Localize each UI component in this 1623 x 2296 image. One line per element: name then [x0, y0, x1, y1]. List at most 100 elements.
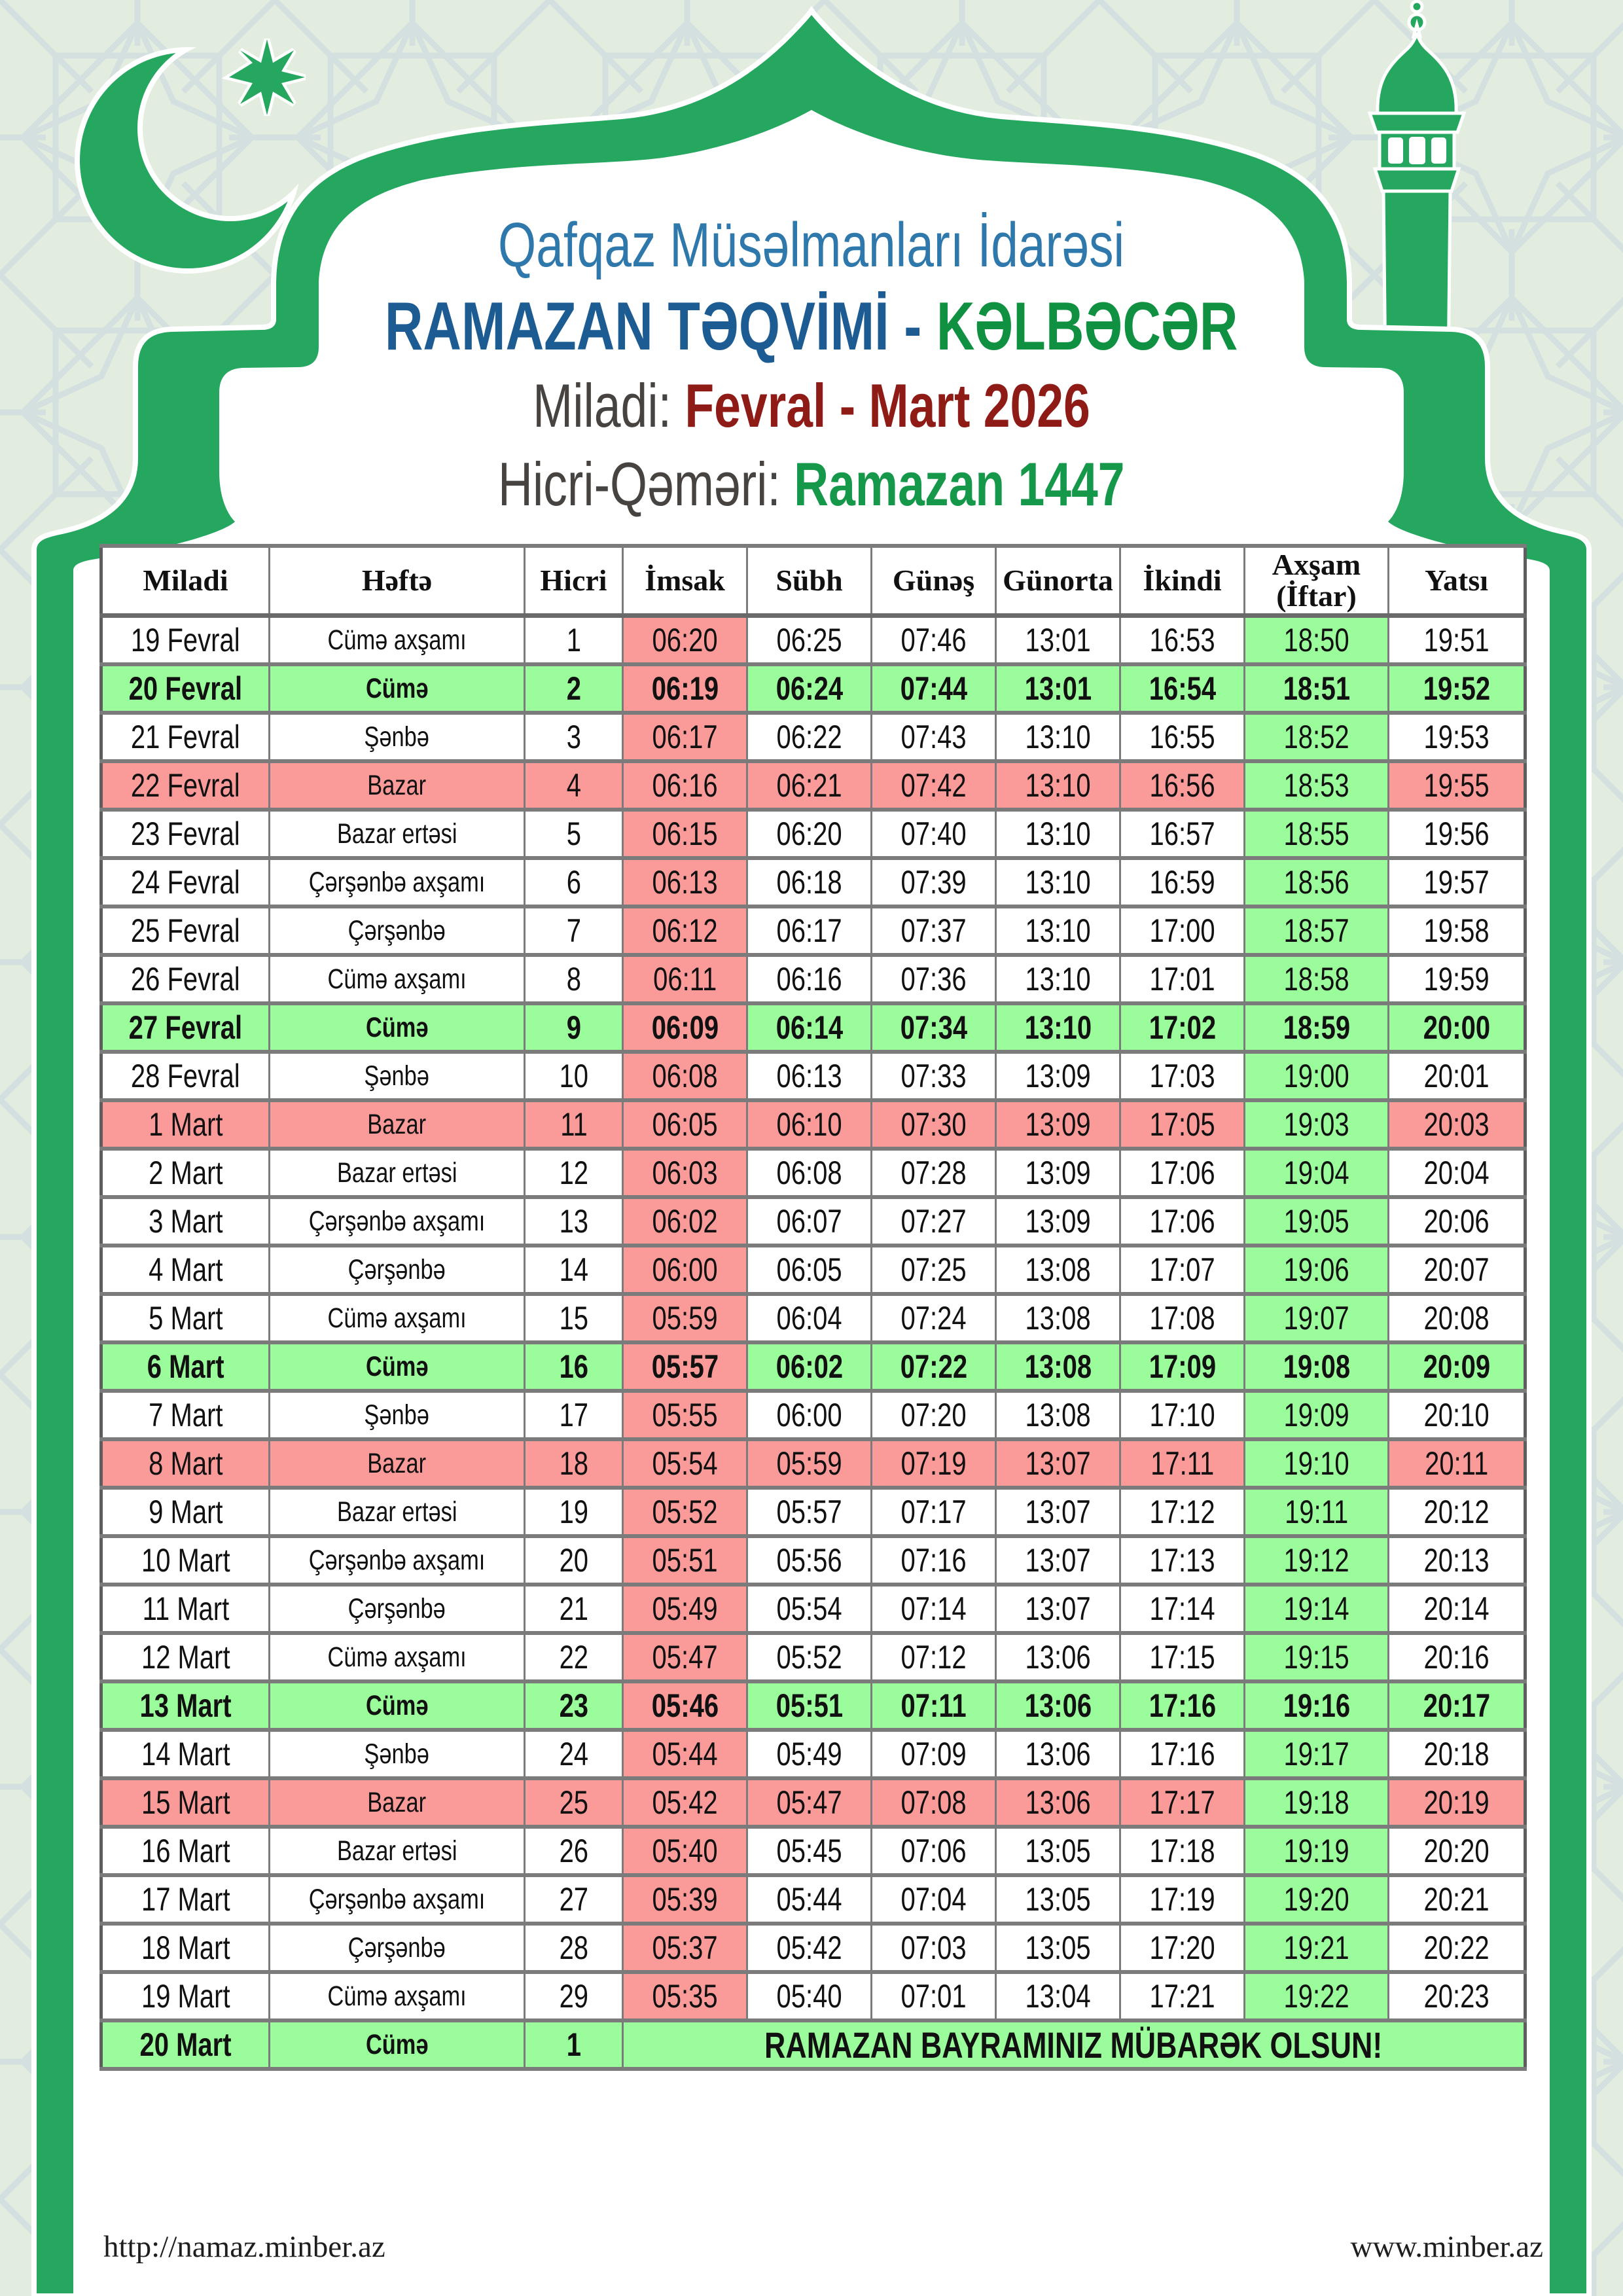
aksam-cell: 19:09 [1243, 1389, 1389, 1441]
subh-cell: 05:52 [746, 1631, 872, 1683]
gunorta-cell: 13:06 [995, 1776, 1121, 1829]
imsak-cell: 06:03 [622, 1147, 748, 1199]
aksam-cell: 18:53 [1243, 759, 1389, 812]
imsak-cell: 05:57 [622, 1340, 748, 1393]
star-icon [221, 38, 306, 117]
aksam-cell: 19:06 [1243, 1244, 1389, 1296]
aksam-cell: 19:11 [1243, 1486, 1389, 1538]
ikindi-cell: 17:00 [1119, 905, 1245, 957]
ikindi-cell: 16:57 [1119, 808, 1245, 860]
date-cell: 3 Mart [100, 1195, 270, 1247]
hicri-cell: 13 [524, 1195, 624, 1247]
gunorta-cell: 13:09 [995, 1195, 1121, 1247]
aksam-cell: 18:57 [1243, 905, 1389, 957]
date-cell: 16 Mart [100, 1825, 270, 1877]
gunes-cell: 07:40 [870, 808, 997, 860]
table-row: 1 Mart Bazar 11 06:05 06:10 07:30 13:09 17:05 19… [100, 1098, 1526, 1151]
page-title-main: RAMAZAN TƏQVİMİ - [385, 289, 922, 365]
aksam-cell: 18:50 [1243, 613, 1389, 666]
yatsi-cell: 20:08 [1387, 1292, 1526, 1344]
aksam-cell: 18:52 [1243, 711, 1389, 763]
yatsi-cell: 20:00 [1387, 1001, 1526, 1054]
imsak-cell: 05:55 [622, 1389, 748, 1441]
date-cell: 24 Fevral [100, 856, 270, 908]
ikindi-cell: 17:18 [1119, 1825, 1245, 1877]
header-row: Miladi Həftə Hicri İmsak Sübh Günəş Günorta İki… [100, 544, 1526, 618]
weekday-cell: Cümə axşamı [268, 1292, 526, 1344]
date-cell: 14 Mart [100, 1728, 270, 1780]
table-header: Miladi Həftə Hicri İmsak Sübh Günəş Günorta İki… [100, 544, 1526, 618]
hicri-cell: 18 [524, 1437, 624, 1490]
miladi-label: Miladi: [533, 371, 672, 440]
imsak-cell: 05:37 [622, 1922, 748, 1974]
date-cell: 28 Fevral [100, 1050, 270, 1102]
imsak-cell: 05:47 [622, 1631, 748, 1683]
ikindi-cell: 17:06 [1119, 1147, 1245, 1199]
subh-cell: 06:08 [746, 1147, 872, 1199]
col-header-hefte: Həftə [268, 544, 526, 618]
date-cell: 18 Mart [100, 1922, 270, 1974]
aksam-cell: 19:16 [1243, 1679, 1389, 1732]
subh-cell: 05:57 [746, 1486, 872, 1538]
gunes-cell: 07:44 [870, 662, 997, 715]
gunes-cell: 07:28 [870, 1147, 997, 1199]
aksam-cell: 19:04 [1243, 1147, 1389, 1199]
table-row: 25 Fevral Çərşənbə 7 06:12 06:17 07:37 13:10 17… [100, 905, 1526, 957]
subh-cell: 05:44 [746, 1873, 872, 1926]
subh-cell: 06:07 [746, 1195, 872, 1247]
weekday-cell: Cümə [268, 1679, 526, 1732]
yatsi-cell: 20:11 [1387, 1437, 1526, 1490]
gunes-cell: 07:42 [870, 759, 997, 812]
yatsi-cell: 19:55 [1387, 759, 1526, 812]
eid-row: 20 Mart Cümə 1 RAMAZAN BAYRAMINIZ MÜBARƏK O… [100, 2018, 1526, 2071]
aksam-cell: 19:12 [1243, 1534, 1389, 1587]
imsak-cell: 06:08 [622, 1050, 748, 1102]
subh-cell: 06:25 [746, 613, 872, 666]
organization-title: Qafqaz Müsəlmanları İdarəsi [0, 209, 1623, 281]
gunes-cell: 07:33 [870, 1050, 997, 1102]
prayer-times-table: Miladi Həftə Hicri İmsak Sübh Günəş Günorta İki… [99, 544, 1527, 2071]
weekday-cell: Şənbə [268, 711, 526, 763]
weekday-cell: Çərşənbə axşamı [268, 856, 526, 908]
imsak-cell: 06:13 [622, 856, 748, 908]
weekday-cell: Cümə axşamı [268, 953, 526, 1005]
date-cell: 26 Fevral [100, 953, 270, 1005]
subh-cell: 06:13 [746, 1050, 872, 1102]
gunorta-cell: 13:05 [995, 1825, 1121, 1877]
gunes-cell: 07:17 [870, 1486, 997, 1538]
weekday-cell: Cümə [268, 1340, 526, 1393]
aksam-cell: 19:18 [1243, 1776, 1389, 1829]
hicri-cell: 14 [524, 1244, 624, 1296]
imsak-cell: 05:42 [622, 1776, 748, 1829]
gunorta-cell: 13:10 [995, 953, 1121, 1005]
subh-cell: 06:21 [746, 759, 872, 812]
gunorta-cell: 13:08 [995, 1340, 1121, 1393]
gunes-cell: 07:16 [870, 1534, 997, 1587]
table-row: 21 Fevral Şənbə 3 06:17 06:22 07:43 13:10 16:55… [100, 711, 1526, 763]
table-row: 3 Mart Çərşənbə axşamı 13 06:02 06:07 07:27 13… [100, 1195, 1526, 1247]
yatsi-cell: 20:17 [1387, 1679, 1526, 1732]
aksam-cell: 19:05 [1243, 1195, 1389, 1247]
ikindi-cell: 17:13 [1119, 1534, 1245, 1587]
weekday-cell: Cümə axşamı [268, 1970, 526, 2022]
aksam-cell: 18:51 [1243, 662, 1389, 715]
imsak-cell: 05:39 [622, 1873, 748, 1926]
imsak-cell: 05:40 [622, 1825, 748, 1877]
hicri-cell: 25 [524, 1776, 624, 1829]
imsak-cell: 05:35 [622, 1970, 748, 2022]
weekday-cell: Çərşənbə axşamı [268, 1195, 526, 1247]
ikindi-cell: 17:16 [1119, 1679, 1245, 1732]
page-title-location: KƏLBƏCƏR [936, 289, 1238, 365]
date-cell: 8 Mart [100, 1437, 270, 1490]
weekday-cell: Cümə [268, 2018, 526, 2071]
weekday-cell: Bazar [268, 1776, 526, 1829]
subh-cell: 05:47 [746, 1776, 872, 1829]
yatsi-cell: 19:57 [1387, 856, 1526, 908]
yatsi-cell: 19:59 [1387, 953, 1526, 1005]
date-cell: 11 Mart [100, 1583, 270, 1635]
ikindi-cell: 17:15 [1119, 1631, 1245, 1683]
table-row: 13 Mart Cümə 23 05:46 05:51 07:11 13:06 17:16 19… [100, 1679, 1526, 1732]
weekday-cell: Cümə axşamı [268, 613, 526, 666]
hicri-cell: 1 [524, 2018, 624, 2071]
